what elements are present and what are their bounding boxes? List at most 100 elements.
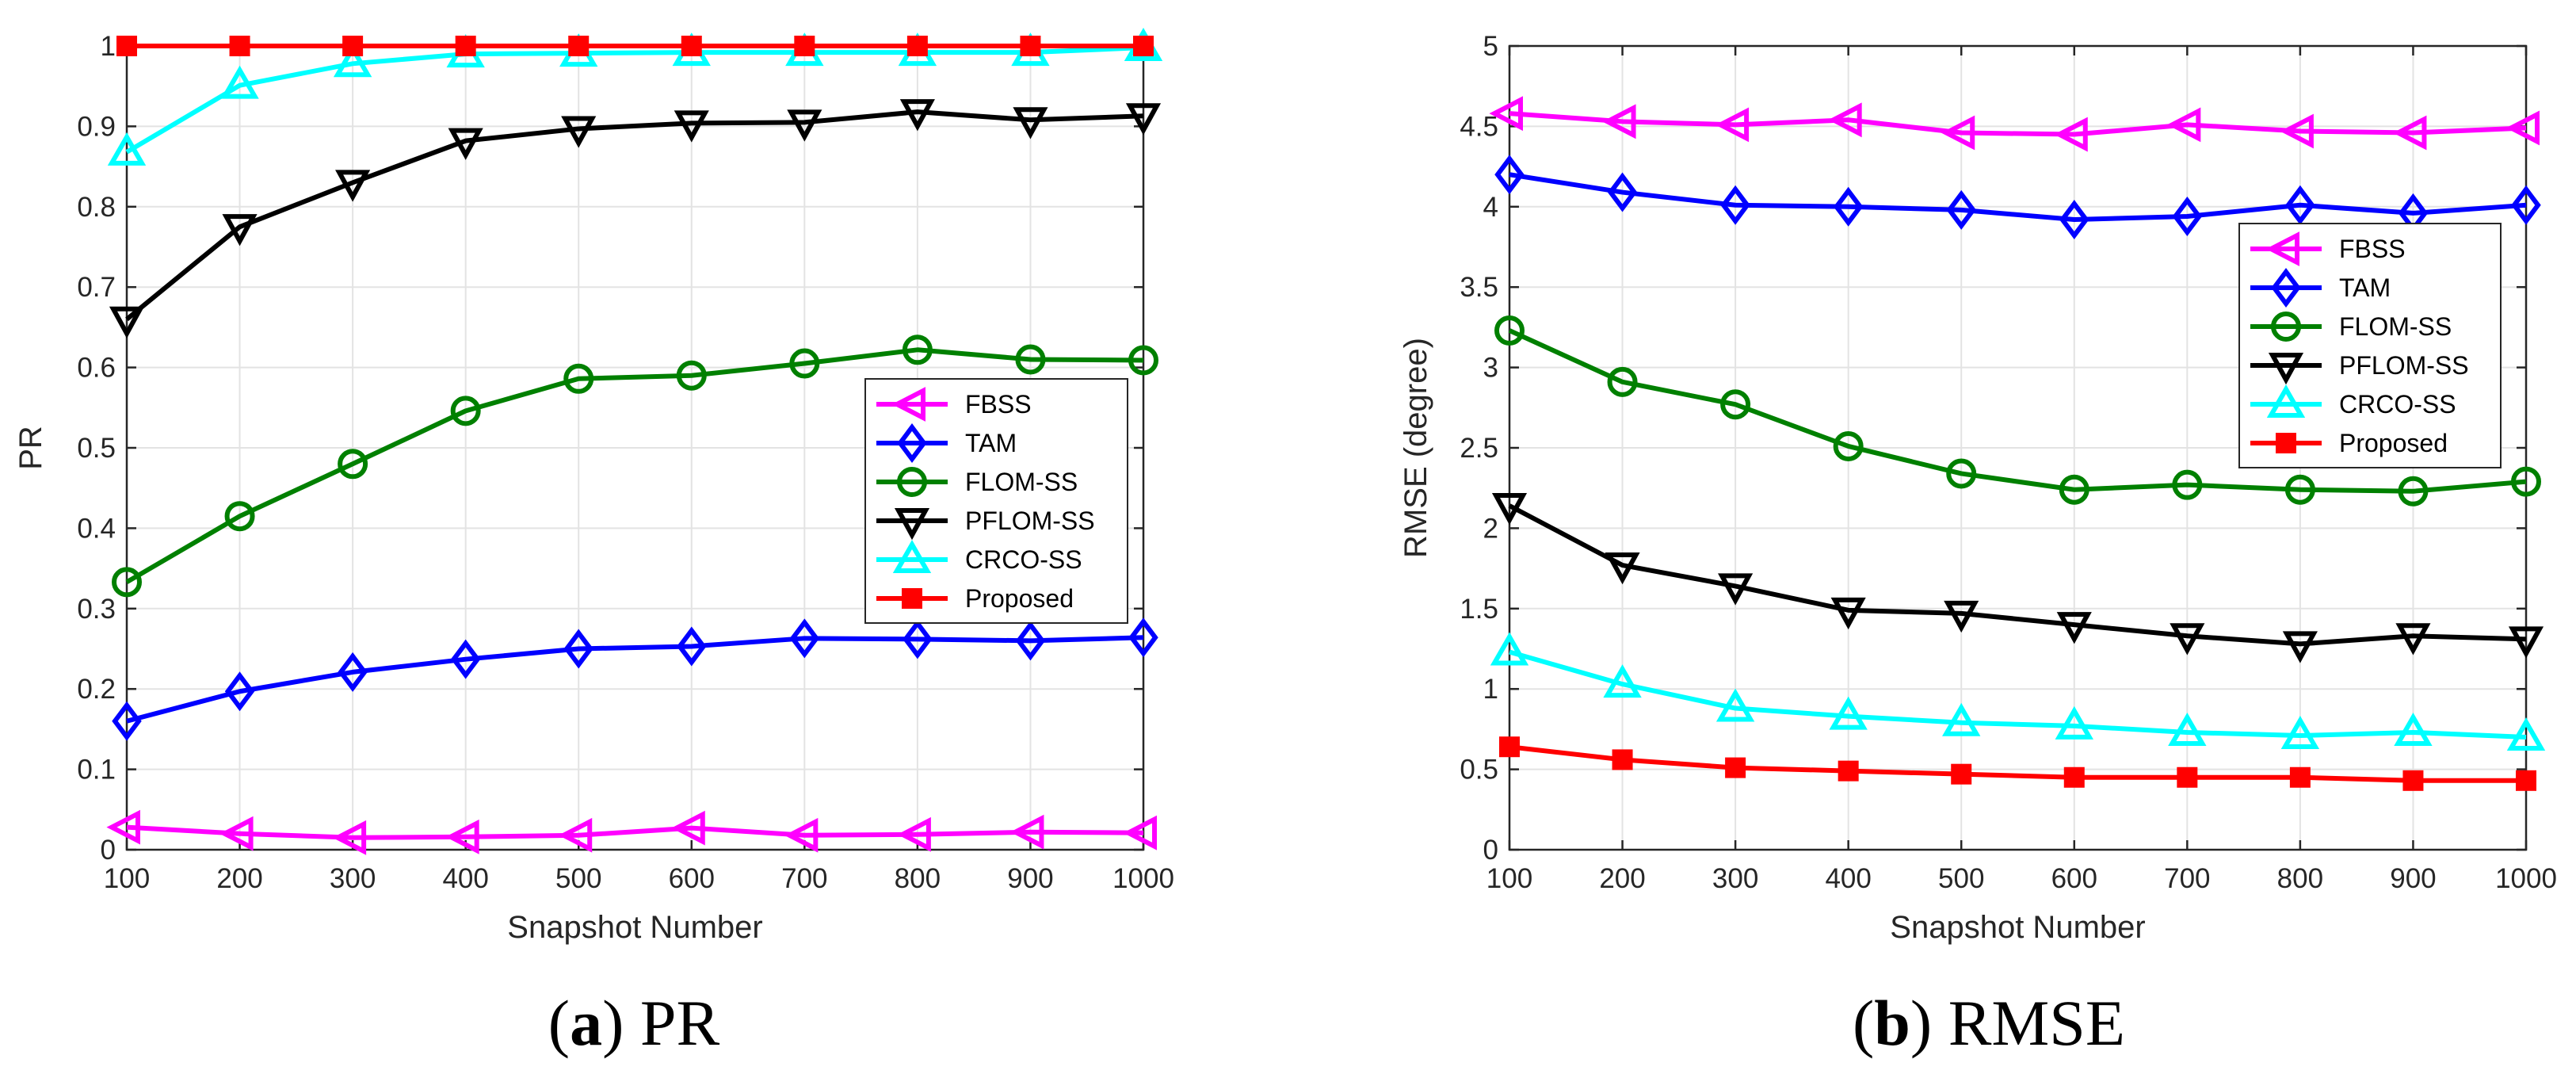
data-point-crco-ss	[2280, 715, 2320, 750]
data-point-pflom-ss	[1013, 107, 1048, 140]
series-line-tam	[126, 635, 1144, 724]
y-tick-label: 0.7	[77, 272, 116, 303]
series-line-crco-ss	[1509, 649, 2527, 740]
legend-marker	[2265, 231, 2299, 266]
series-fbss	[1489, 96, 2540, 152]
data-point-fbss	[1489, 96, 1523, 132]
data-point-fbss	[1941, 115, 1975, 151]
data-point-flom-ss	[2172, 469, 2203, 500]
data-point-proposed	[2516, 770, 2536, 791]
legend-label: PFLOM-SS	[2339, 351, 2469, 380]
data-point-tam	[2285, 185, 2315, 225]
legend-box	[2238, 223, 2502, 468]
legend-label: PFLOM-SS	[965, 507, 1095, 535]
data-point-flom-ss	[2059, 474, 2089, 505]
data-point-flom-ss	[902, 334, 933, 365]
y-tick-label: 0.8	[77, 192, 116, 223]
legend-entry-crco-ss: CRCO-SS	[2250, 384, 2456, 419]
x-axis-label: Snapshot Number	[507, 910, 762, 945]
x-tick-label: 1000	[2495, 863, 2557, 894]
legend-entry-flom-ss: FLOM-SS	[876, 467, 1078, 497]
data-point-tam	[903, 619, 933, 659]
series-line-fbss	[126, 824, 1144, 840]
data-point-pflom-ss	[561, 116, 597, 148]
data-point-tam	[2511, 185, 2541, 225]
legend-marker	[891, 387, 925, 422]
data-point-pflom-ss	[2508, 626, 2544, 659]
y-tick-label: 0	[101, 835, 116, 866]
legend-entry-fbss: FBSS	[876, 387, 1032, 422]
x-tick-label: 500	[1938, 863, 1984, 894]
x-tick-label: 300	[1712, 863, 1758, 894]
data-point-crco-ss	[107, 132, 147, 166]
data-point-fbss	[219, 816, 254, 851]
data-point-fbss	[671, 810, 705, 846]
data-point-proposed	[116, 36, 137, 56]
data-point-proposed	[568, 36, 590, 56]
series-line-flom-ss	[125, 347, 1144, 584]
y-tick-label: 4.5	[1460, 111, 1498, 142]
data-point-fbss	[2054, 117, 2088, 152]
series-line-crco-ss	[125, 45, 1144, 155]
x-tick-label: 200	[1599, 863, 1645, 894]
data-point-tam	[2172, 196, 2203, 236]
data-point-crco-ss	[1942, 702, 1981, 736]
caption-b: (b) RMSE	[1853, 987, 2125, 1059]
x-tick-label: 100	[104, 863, 150, 894]
data-point-proposed	[1133, 36, 1154, 56]
series-flom-ss	[1494, 315, 2541, 507]
data-point-pflom-ss	[899, 99, 935, 132]
data-point-proposed	[1725, 757, 1746, 778]
data-point-fbss	[445, 819, 479, 854]
data-point-proposed	[794, 36, 815, 56]
data-point-proposed	[1612, 749, 1633, 770]
rmse-chart: 100 200 300 400 500 600 700 800 900 1000 0 0.5 1 1.5 2…	[1399, 31, 2557, 945]
legend-entry-pflom-ss: PFLOM-SS	[2250, 351, 2469, 385]
x-axis-label: Snapshot Number	[1890, 910, 2145, 945]
data-point-tam	[789, 618, 820, 659]
data-point-proposed	[342, 36, 364, 56]
data-point-crco-ss	[1603, 664, 1642, 698]
legend-label: TAM	[965, 429, 1017, 457]
legend-label: CRCO-SS	[2339, 390, 2456, 419]
legend-label: Proposed	[965, 584, 1074, 613]
data-point-flom-ss	[789, 348, 820, 379]
data-point-flom-ss	[1015, 344, 1046, 375]
data-point-flom-ss	[112, 567, 142, 598]
x-tick-label: 100	[1486, 863, 1532, 894]
data-point-tam	[224, 671, 255, 712]
data-point-tam	[563, 629, 593, 669]
x-tick-label: 800	[895, 863, 941, 894]
legend-marker	[2271, 268, 2301, 308]
data-point-fbss	[332, 820, 367, 855]
data-point-tam	[338, 652, 368, 692]
data-point-pflom-ss	[1944, 600, 1979, 633]
data-point-pflom-ss	[1491, 493, 1528, 526]
series-line-flom-ss	[1508, 328, 2527, 494]
legend-marker	[2266, 384, 2306, 418]
data-point-flom-ss	[450, 396, 481, 426]
data-point-pflom-ss	[2395, 623, 2431, 656]
data-point-proposed	[1838, 760, 1859, 782]
data-point-pflom-ss	[335, 170, 371, 202]
y-tick-label: 0.5	[77, 433, 116, 464]
legend-entry-fbss: FBSS	[2250, 231, 2406, 266]
legend-marker	[897, 423, 927, 463]
data-point-fbss	[1009, 814, 1044, 850]
data-point-fbss	[2392, 115, 2427, 151]
series-tam	[112, 617, 1158, 741]
series-pflom-ss	[109, 99, 1162, 338]
data-point-pflom-ss	[2170, 623, 2205, 656]
y-axis-label: RMSE (degree)	[1399, 338, 1433, 558]
legend: FBSS TAM FLOM-SS PFLOM-SS CRCO-SS Proposed	[864, 378, 1128, 624]
data-point-fbss	[2505, 110, 2540, 146]
y-tick-label: 2	[1483, 513, 1498, 544]
x-tick-label: 700	[2164, 863, 2210, 894]
legend-marker	[2268, 353, 2304, 385]
y-tick-label: 0.2	[77, 674, 116, 705]
data-point-flom-ss	[224, 501, 255, 532]
data-point-proposed	[2063, 766, 2085, 788]
legend-entry-pflom-ss: PFLOM-SS	[876, 507, 1095, 541]
data-point-tam	[1128, 617, 1158, 658]
data-point-crco-ss	[1829, 696, 1868, 730]
